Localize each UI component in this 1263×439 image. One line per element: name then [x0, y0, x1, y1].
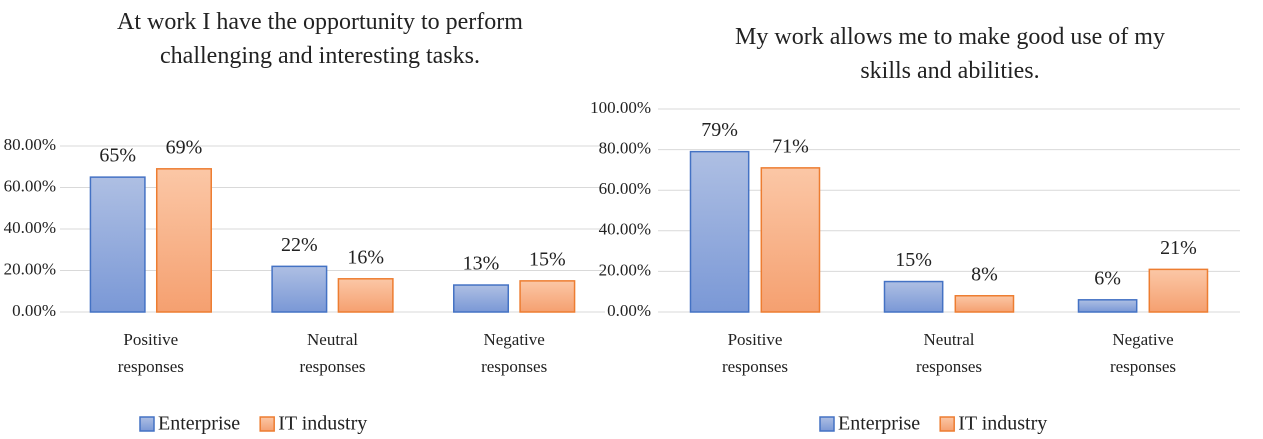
data-label: 22%: [281, 234, 318, 256]
chart-title: My work allows me to make good use of my…: [735, 24, 1165, 84]
x-tick-label: Neutral responses: [915, 330, 983, 376]
legend-swatch: [819, 416, 835, 432]
bar: [337, 278, 394, 313]
y-tick-label: 20.00%: [599, 260, 651, 279]
data-label: 6%: [1094, 267, 1121, 289]
x-tick-label: Negative responses: [481, 330, 548, 376]
data-label: 71%: [772, 135, 809, 157]
data-label: 65%: [99, 145, 136, 167]
bar: [155, 168, 212, 313]
bar: [89, 176, 146, 313]
y-tick-label: 80.00%: [4, 135, 56, 154]
y-tick-label: 80.00%: [599, 139, 651, 158]
data-label: 21%: [1160, 237, 1197, 259]
y-tick-label: 0.00%: [607, 301, 651, 320]
y-tick-label: 100.00%: [590, 98, 651, 117]
x-tick-label: Positive responses: [117, 330, 184, 376]
bar: [519, 280, 576, 313]
legend-label: IT industry: [958, 413, 1047, 435]
legend-swatch: [939, 416, 955, 432]
legend-label: Enterprise: [158, 413, 240, 435]
legend-label: Enterprise: [838, 413, 920, 435]
data-label: 8%: [971, 263, 998, 285]
x-tick-label: Negative responses: [1109, 330, 1177, 376]
legend-label: IT industry: [278, 413, 367, 435]
bar: [760, 167, 821, 313]
legend-swatch: [259, 416, 275, 432]
bar: [1148, 268, 1209, 313]
data-label: 15%: [895, 249, 932, 271]
y-tick-label: 40.00%: [599, 220, 651, 239]
bar: [954, 295, 1015, 313]
bar: [453, 284, 510, 313]
y-tick-label: 60.00%: [599, 179, 651, 198]
legend-swatch: [139, 416, 155, 432]
y-tick-label: 20.00%: [4, 259, 56, 278]
bar: [1077, 299, 1138, 313]
data-label: 13%: [463, 253, 500, 275]
data-label: 79%: [701, 119, 738, 141]
x-tick-label: Positive responses: [721, 330, 789, 376]
bar: [883, 280, 944, 313]
data-label: 15%: [529, 248, 566, 270]
bar: [689, 150, 750, 313]
x-tick-label: Neutral responses: [299, 330, 366, 376]
data-label: 69%: [166, 136, 203, 158]
bar: [271, 265, 328, 313]
data-label: 16%: [347, 246, 384, 268]
y-tick-label: 60.00%: [4, 176, 56, 195]
chart-title: At work I have the opportunity to perfor…: [117, 9, 523, 69]
y-tick-label: 40.00%: [4, 218, 56, 237]
y-tick-label: 0.00%: [12, 301, 56, 320]
